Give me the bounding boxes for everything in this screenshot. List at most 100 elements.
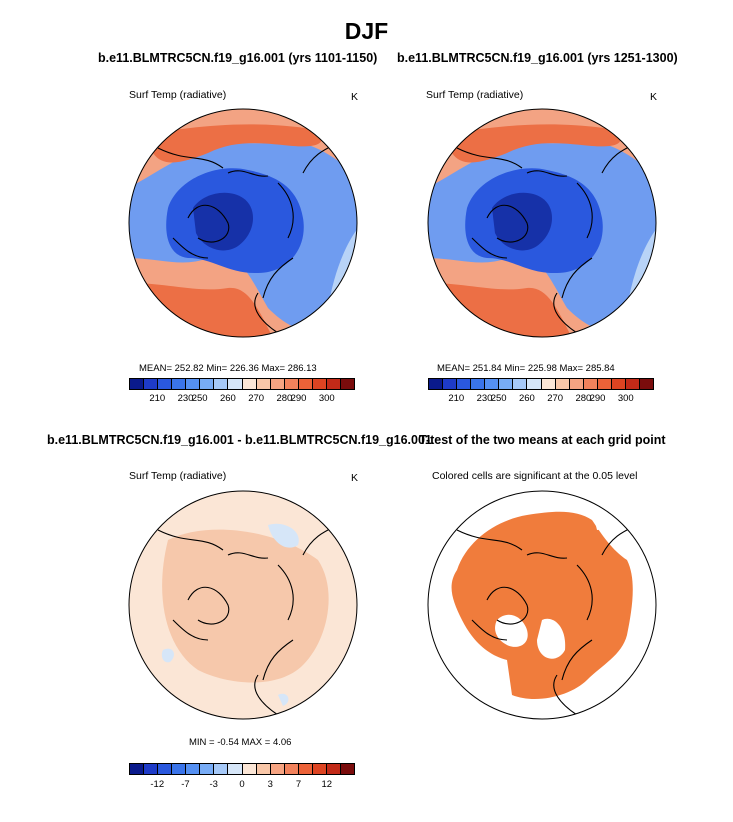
panel4-title: T-test of the two means at each grid poi… [419,433,666,447]
panel3-title: b.e11.BLMTRC5CN.f19_g16.001 - b.e11.BLMT… [47,433,432,447]
panel4-white-hole-2 [537,618,566,659]
colorbar-swatch [144,764,159,774]
colorbar-tick-label: -7 [181,779,190,790]
colorbar-tick-label: 210 [149,393,166,404]
panel4-polar-map [427,490,657,720]
colorbar-swatch [172,764,187,774]
panel1-colorbar [129,378,355,390]
colorbar-swatch [172,379,187,389]
panel1-cold-deep [193,192,254,251]
colorbar-swatch [130,764,145,774]
colorbar-tick-label: 300 [617,393,634,404]
panel4-subtitle: Colored cells are significant at the 0.0… [432,470,638,482]
colorbar-tick-label: 260 [219,393,236,404]
panel3-polar-map [128,490,358,720]
panel1-variable-label: Surf Temp (radiative) [129,89,227,101]
colorbar-tick-label: 260 [518,393,535,404]
colorbar-swatch [200,764,215,774]
panel2-colorbar [428,378,654,390]
panel1-stats: MEAN= 252.82 Min= 226.36 Max= 286.13 [139,363,317,374]
colorbar-swatch [228,764,243,774]
panel3-coastlines [157,524,339,716]
colorbar-swatch [499,379,514,389]
panel1-warm-top-inner [153,124,322,163]
panel1-title: b.e11.BLMTRC5CN.f19_g16.001 (yrs 1101-11… [98,51,378,65]
panel3-stats: MIN = -0.54 MAX = 4.06 [189,737,292,748]
panel2-cold-deep [492,192,553,251]
colorbar-swatch [158,379,173,389]
panel1-coastlines [157,142,339,334]
colorbar-swatch [200,379,215,389]
colorbar-swatch [298,764,313,774]
colorbar-swatch [284,379,299,389]
panel1-polar-map [128,108,358,338]
colorbar-tick-label: 7 [295,779,302,790]
colorbar-swatch [312,379,327,389]
panel3-colorbar-ticks: -12 -7 -3 0 3 7 12 [129,779,355,791]
colorbar-swatch [527,379,542,389]
panel4-significant-region [451,511,633,700]
colorbar-swatch [298,379,313,389]
colorbar-swatch [312,764,327,774]
colorbar-swatch [256,764,271,774]
panel3-colorbar [129,763,355,775]
colorbar-swatch [214,379,229,389]
panel3-cool-patch-3 [278,693,289,706]
colorbar-swatch [597,379,612,389]
colorbar-swatch [443,379,458,389]
panel2-units-label: K [650,91,658,103]
colorbar-tick-label: 290 [290,393,307,404]
colorbar-tick-label: 270 [248,393,265,404]
colorbar-swatch [555,379,570,389]
colorbar-tick-label: 280 [276,393,293,404]
colorbar-tick-label: 0 [239,779,245,790]
colorbar-tick-label: 300 [318,393,335,404]
colorbar-swatch [256,379,271,389]
colorbar-swatch [457,379,472,389]
colorbar-tick-label: 250 [191,393,208,404]
colorbar-tick-label: 210 [448,393,465,404]
colorbar-swatch [583,379,598,389]
panel3-units-label: K [351,472,359,484]
colorbar-swatch [270,379,285,389]
panel2-variable-label: Surf Temp (radiative) [426,89,524,101]
panel2-title: b.e11.BLMTRC5CN.f19_g16.001 (yrs 1251-13… [397,51,678,65]
panel2-coastlines [456,142,638,334]
panel3-cool-patch-1 [268,523,299,548]
colorbar-swatch [340,379,354,389]
colorbar-tick-label: 250 [490,393,507,404]
colorbar-swatch [186,379,201,389]
colorbar-tick-label: -12 [150,779,165,790]
figure-title: DJF [344,18,389,44]
colorbar-swatch [242,379,257,389]
colorbar-swatch [340,764,354,774]
colorbar-swatch [625,379,640,389]
colorbar-tick-label: 230 [476,393,493,404]
colorbar-swatch [228,379,243,389]
colorbar-tick-label: -3 [209,779,218,790]
colorbar-tick-label: 230 [177,393,194,404]
colorbar-tick-label: 280 [575,393,592,404]
colorbar-swatch [485,379,500,389]
colorbar-swatch [471,379,486,389]
colorbar-tick-label: 12 [321,779,333,790]
panel2-warm-top-inner [452,124,621,163]
panel4-map-border [427,490,657,720]
colorbar-swatch [513,379,528,389]
panel2-colorbar-ticks: 210 230 250 260 270 280 290 300 [428,393,654,405]
panel3-variable-label: Surf Temp (radiative) [129,470,227,482]
panel2-polar-map [427,108,657,338]
panel4-coastlines [456,524,638,716]
panel3-cool-patch-2 [161,648,174,663]
colorbar-swatch [158,764,173,774]
colorbar-swatch [144,379,159,389]
colorbar-tick-label: 270 [547,393,564,404]
panel3-map-border [128,490,358,720]
colorbar-tick-label: 3 [267,779,273,790]
colorbar-swatch [639,379,653,389]
panel2-stats: MEAN= 251.84 Min= 225.98 Max= 285.84 [437,363,615,374]
panel1-colorbar-ticks: 210 230 250 260 270 280 290 300 [129,393,355,405]
colorbar-swatch [569,379,584,389]
colorbar-swatch [130,379,145,389]
colorbar-swatch [270,764,285,774]
